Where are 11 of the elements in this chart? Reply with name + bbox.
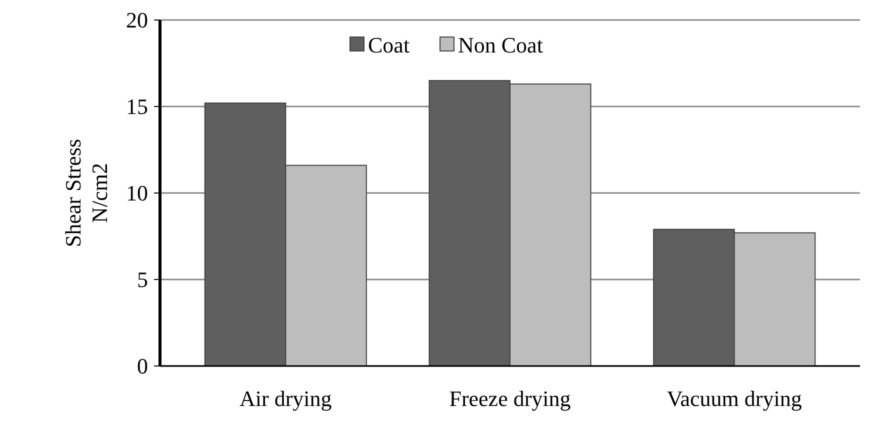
y-axis-title: Shear Stress N/cm2 (60, 138, 112, 248)
legend-label: Non Coat (458, 32, 543, 58)
y-tick-label: 15 (126, 94, 148, 120)
legend-label: Coat (368, 32, 410, 58)
y-tick-label: 20 (126, 8, 148, 33)
x-tick-label: Air drying (240, 386, 332, 411)
y-tick-label: 10 (126, 180, 148, 206)
y-tick-label: 5 (137, 267, 148, 292)
x-tick-label: Freeze drying (449, 386, 571, 411)
y-tick-label: 0 (137, 354, 148, 379)
x-tick-label: Vacuum drying (666, 386, 802, 411)
